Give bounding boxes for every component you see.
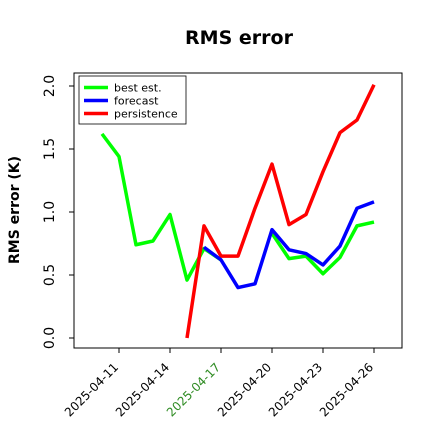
- series-line-best-est: [100, 132, 222, 282]
- x-tick-label: 2025-04-26: [317, 360, 376, 419]
- series-line-forecast: [202, 200, 375, 290]
- x-tick-label: 2025-04-11: [62, 360, 121, 419]
- y-axis-label: RMS error (K): [7, 156, 23, 264]
- series-line-persistence: [185, 83, 376, 339]
- y-axis: 0.0 0.5 1.0 1.5 2.0: [42, 75, 74, 349]
- legend: best est. forecast persistence: [78, 75, 187, 125]
- y-tick-label: 1.5: [42, 138, 58, 160]
- series-layer: [100, 83, 376, 339]
- legend-label-forecast: forecast: [114, 95, 159, 108]
- x-tick-label: 2025-04-20: [215, 360, 274, 419]
- y-tick-label: 0.5: [42, 264, 58, 286]
- y-tick-label: 0.0: [42, 327, 58, 349]
- y-tick-label: 2.0: [42, 75, 58, 97]
- chart-title: RMS error: [185, 27, 294, 49]
- x-tick-label: 2025-04-23: [266, 360, 325, 419]
- plot-frame: [73, 72, 403, 349]
- x-axis: 2025-04-112025-04-142025-04-172025-04-20…: [62, 348, 376, 419]
- series-line-best-est: [270, 220, 375, 276]
- legend-label-best-est: best est.: [114, 82, 162, 95]
- y-tick-label: 1.0: [42, 201, 58, 223]
- x-tick-label: 2025-04-17: [164, 360, 223, 419]
- legend-label-persistence: persistence: [114, 108, 178, 121]
- x-tick-label: 2025-04-14: [113, 360, 172, 419]
